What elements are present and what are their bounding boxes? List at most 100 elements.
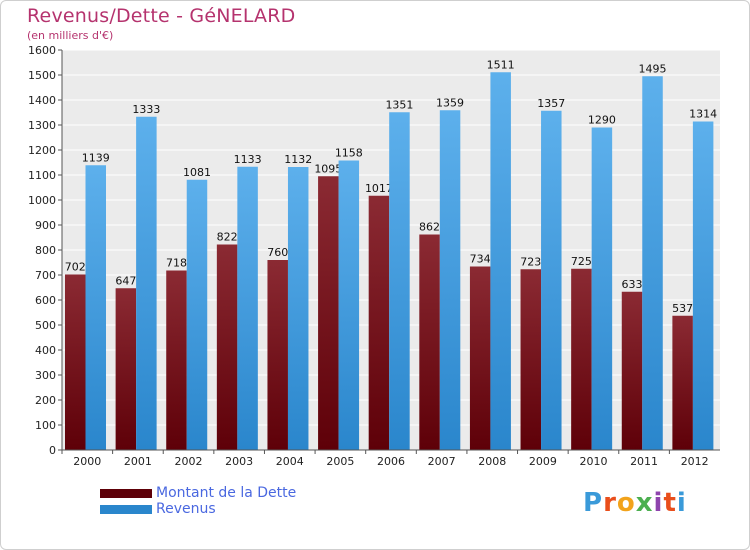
logo-letter: P <box>583 488 604 518</box>
y-tick-label: 700 <box>35 269 56 282</box>
x-tick-label: 2001 <box>124 455 152 468</box>
y-tick-label: 1100 <box>28 169 56 182</box>
logo-letter: i <box>676 488 687 518</box>
bar-revenus <box>439 110 461 450</box>
y-tick-label: 1500 <box>28 69 56 82</box>
y-tick-label: 400 <box>35 344 56 357</box>
data-label: 537 <box>672 302 693 315</box>
logo-letter: i <box>653 488 664 518</box>
data-label: 1139 <box>82 151 110 164</box>
y-tick-label: 1200 <box>28 144 56 157</box>
logo-letter: t <box>663 488 677 518</box>
data-label: 1495 <box>639 62 667 75</box>
y-axis: 0 100 200 300 400 500 600 700 800 900 1000 1100 1200… <box>28 44 63 457</box>
x-tick-label: 2002 <box>175 455 203 468</box>
x-tick-label: 2006 <box>377 455 405 468</box>
data-label: 723 <box>520 255 541 268</box>
data-label: 1081 <box>183 166 211 179</box>
data-label: 1132 <box>284 153 312 166</box>
bar-dette <box>65 274 86 450</box>
y-tick-label: 1300 <box>28 119 56 132</box>
data-label: 734 <box>470 253 491 266</box>
data-label: 1158 <box>335 147 363 160</box>
y-tick-label: 800 <box>35 244 56 257</box>
x-tick-label: 2011 <box>630 455 658 468</box>
bar-revenus <box>237 166 258 450</box>
bar-dette <box>571 268 592 450</box>
x-tick-label: 2012 <box>681 455 709 468</box>
data-label: 822 <box>217 231 238 244</box>
y-tick-label: 900 <box>35 219 56 232</box>
x-tick-label: 2007 <box>428 455 456 468</box>
x-axis: 2000 2001 2002 2003 2004 2005 2006 2007 2008 2009… <box>61 449 720 468</box>
logo-letter: x <box>635 488 654 518</box>
x-tick-label: 2003 <box>225 455 253 468</box>
data-label: 1290 <box>588 114 616 127</box>
bar-dette <box>621 291 643 450</box>
bar-revenus <box>389 112 410 450</box>
chart-subtitle: (en milliers d'€) <box>27 29 114 42</box>
data-label: 1017 <box>365 182 393 195</box>
chart-title: Revenus/Dette - GéNELARD <box>27 5 296 27</box>
x-tick-label: 2010 <box>579 455 607 468</box>
bar-revenus <box>692 121 714 450</box>
bar-dette <box>166 270 187 450</box>
x-tick-label: 2004 <box>276 455 304 468</box>
data-label: 647 <box>115 274 136 287</box>
bar-revenus <box>287 167 309 450</box>
bar-revenus <box>85 165 106 450</box>
legend-swatch-revenus <box>100 505 152 514</box>
bar-dette <box>419 234 440 450</box>
data-label: 1333 <box>132 103 160 116</box>
bar-dette <box>672 315 693 450</box>
data-label: 725 <box>571 255 592 268</box>
data-label: 1095 <box>314 162 342 175</box>
y-tick-label: 1600 <box>28 44 56 57</box>
y-tick-label: 600 <box>35 294 56 307</box>
bar-dette <box>115 288 137 450</box>
bar-dette <box>368 195 390 450</box>
x-tick-label: 2008 <box>478 455 506 468</box>
bar-revenus <box>642 76 663 450</box>
bar-revenus <box>338 160 360 450</box>
proxiti-logo: Proxiti <box>583 488 687 518</box>
y-tick-label: 500 <box>35 319 56 332</box>
bar-dette <box>469 266 491 450</box>
logo-letter: o <box>616 488 636 518</box>
x-tick-label: 2000 <box>73 455 101 468</box>
y-tick-label: 1000 <box>28 194 56 207</box>
data-label: 1357 <box>537 97 565 110</box>
data-label: 1351 <box>385 98 413 111</box>
data-label: 633 <box>622 278 643 291</box>
data-label: 1359 <box>436 96 464 109</box>
y-tick-label: 0 <box>49 444 56 457</box>
bar-revenus <box>591 127 613 450</box>
data-label: 1511 <box>487 58 515 71</box>
bar-dette <box>520 269 542 450</box>
logo-letter: r <box>603 488 617 518</box>
data-label: 1133 <box>234 153 262 166</box>
bar-revenus <box>541 110 562 450</box>
bar-dette <box>267 260 288 450</box>
y-tick-label: 100 <box>35 419 56 432</box>
data-label: 718 <box>166 257 187 270</box>
y-tick-label: 1400 <box>28 94 56 107</box>
data-label: 1314 <box>689 108 717 121</box>
legend-label-revenus: Revenus <box>156 501 216 517</box>
x-tick-label: 2009 <box>529 455 557 468</box>
bar-dette <box>318 176 339 450</box>
y-tick-label: 300 <box>35 369 56 382</box>
data-label: 862 <box>419 221 440 234</box>
y-tick-label: 200 <box>35 394 56 407</box>
bar-revenus <box>136 116 157 450</box>
x-tick-label: 2005 <box>326 455 354 468</box>
bar-revenus <box>186 179 208 450</box>
legend-label-dette: Montant de la Dette <box>156 485 297 501</box>
bar-revenus <box>490 72 511 450</box>
data-label: 702 <box>65 261 86 274</box>
bar-dette <box>216 244 238 450</box>
legend-swatch-dette <box>100 489 152 498</box>
data-label: 760 <box>267 246 288 259</box>
